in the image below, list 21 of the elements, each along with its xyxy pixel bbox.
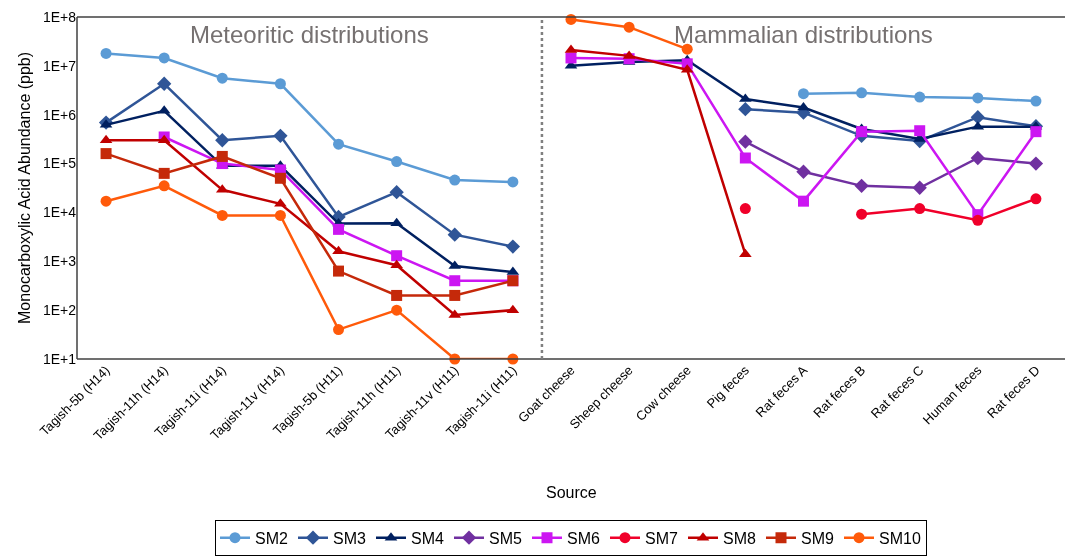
legend-label: SM8 [723,529,756,547]
annotation: Mammalian distributions [674,21,933,48]
legend-label: SM4 [411,529,444,547]
annotation: Meteoritic distributions [190,21,429,48]
y-tick-label: 1E+2 [42,302,77,319]
y-tick-label: 1E+4 [42,204,77,221]
legend-label: SM3 [333,529,366,547]
y-tick-label: 1E+6 [42,106,77,123]
legend-label: SM9 [801,529,834,547]
y-tick-label: 1E+8 [42,8,77,25]
x-axis-title: Source [546,484,597,501]
legend-label: SM2 [255,529,288,547]
y-tick-label: 1E+3 [42,253,77,270]
legend-label: SM7 [645,529,678,547]
y-axis-title: Monocarboxylic Acid Abundance (ppb) [15,51,33,325]
y-tick-label: 1E+7 [42,57,77,74]
legend-label: SM6 [567,529,600,547]
legend-label: SM10 [879,529,921,547]
y-tick-label: 1E+5 [42,155,77,172]
legend-label: SM5 [489,529,522,547]
y-tick-label: 1E+1 [42,350,77,367]
